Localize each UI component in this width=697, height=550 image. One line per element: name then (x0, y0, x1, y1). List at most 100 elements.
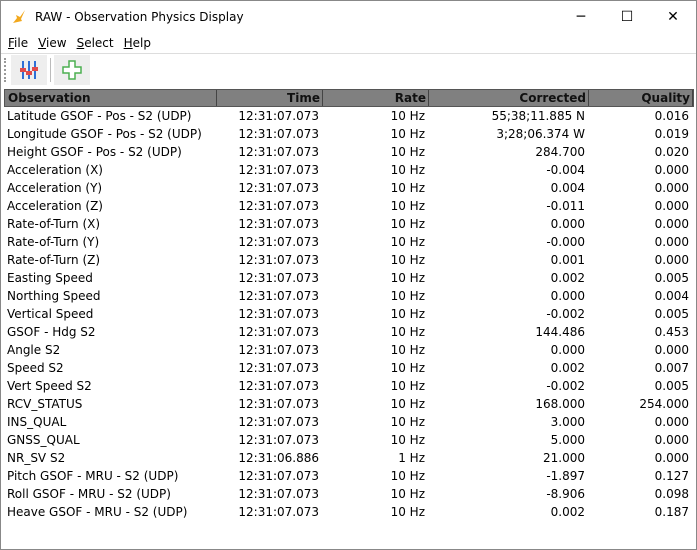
cell-corrected: 0.004 (550, 181, 585, 195)
menu-file[interactable]: File (8, 36, 29, 50)
cell-observation: Easting Speed (7, 271, 93, 285)
cell-rate: 10 Hz (390, 271, 425, 285)
cell-corrected: 0.000 (550, 217, 585, 231)
cell-quality: 0.000 (654, 181, 689, 195)
table-row[interactable]: Acceleration (X) 12:31:07.073 10 Hz -0.004 0… (4, 161, 694, 179)
table-row[interactable]: Rate-of-Turn (Z) 12:31:07.073 10 Hz 0.001 0.… (4, 251, 694, 269)
cell-time: 12:31:07.073 (238, 397, 319, 411)
cell-corrected: 21.000 (543, 451, 585, 465)
table-row[interactable]: Acceleration (Y) 12:31:07.073 10 Hz 0.004 0.… (4, 179, 694, 197)
settings-button[interactable] (11, 55, 47, 85)
cell-corrected: 5.000 (550, 433, 585, 447)
title-bar: RAW - Observation Physics Display ─ ☐ ✕ (1, 1, 696, 33)
table-header: Observation Time Rate Corrected Quality (4, 89, 694, 107)
cell-corrected: -0.000 (546, 235, 585, 249)
table-row[interactable]: Northing Speed 12:31:07.073 10 Hz 0.000 0.00… (4, 287, 694, 305)
cell-corrected: -0.002 (546, 307, 585, 321)
cell-rate: 10 Hz (390, 289, 425, 303)
cell-time: 12:31:07.073 (238, 343, 319, 357)
toolbar (1, 53, 696, 86)
cell-observation: Rate-of-Turn (X) (7, 217, 101, 231)
cell-corrected: -0.002 (546, 379, 585, 393)
cell-rate: 10 Hz (390, 487, 425, 501)
cell-time: 12:31:07.073 (238, 145, 319, 159)
cell-time: 12:31:07.073 (238, 199, 319, 213)
cell-time: 12:31:07.073 (238, 415, 319, 429)
cell-corrected: 168.000 (535, 397, 585, 411)
menu-view[interactable]: View (38, 36, 67, 50)
cell-rate: 10 Hz (390, 217, 425, 231)
app-icon (13, 10, 25, 23)
table-row[interactable]: Vertical Speed 12:31:07.073 10 Hz -0.002 0.0… (4, 305, 694, 323)
cell-quality: 0.007 (654, 361, 689, 375)
column-header-quality[interactable]: Quality (589, 90, 693, 106)
cell-quality: 0.005 (654, 379, 689, 393)
column-header-rate[interactable]: Rate (323, 90, 429, 106)
cell-rate: 10 Hz (390, 163, 425, 177)
cell-rate: 10 Hz (390, 235, 425, 249)
cell-observation: Speed S2 (7, 361, 64, 375)
cell-rate: 10 Hz (390, 253, 425, 267)
cell-time: 12:31:07.073 (238, 361, 319, 375)
menu-help[interactable]: Help (123, 36, 151, 50)
cell-rate: 10 Hz (390, 109, 425, 123)
table-row[interactable]: GSOF - Hdg S2 12:31:07.073 10 Hz 144.486 0.4… (4, 323, 694, 341)
cell-rate: 10 Hz (390, 325, 425, 339)
menu-select[interactable]: Select (76, 36, 114, 50)
table-row[interactable]: Rate-of-Turn (X) 12:31:07.073 10 Hz 0.000 0.… (4, 215, 694, 233)
cell-time: 12:31:07.073 (238, 271, 319, 285)
column-header-corrected[interactable]: Corrected (429, 90, 589, 106)
cell-observation: Latitude GSOF - Pos - S2 (UDP) (7, 109, 192, 123)
table-row[interactable]: RCV_STATUS 12:31:07.073 10 Hz 168.000 254.00… (4, 395, 694, 413)
maximize-button[interactable]: ☐ (620, 9, 634, 25)
table-row[interactable]: NR_SV S2 12:31:06.886 1 Hz 21.000 0.000 (4, 449, 694, 467)
table-row[interactable]: Vert Speed S2 12:31:07.073 10 Hz -0.002 0.00… (4, 377, 694, 395)
cell-rate: 10 Hz (390, 343, 425, 357)
cell-time: 12:31:07.073 (238, 181, 319, 195)
add-button[interactable] (54, 55, 90, 85)
cell-quality: 0.000 (654, 415, 689, 429)
cell-time: 12:31:07.073 (238, 127, 319, 141)
cell-quality: 0.187 (654, 505, 689, 519)
table-row[interactable]: Pitch GSOF - MRU - S2 (UDP) 12:31:07.073 1… (4, 467, 694, 485)
cell-quality: 0.000 (654, 217, 689, 231)
table-row[interactable]: Easting Speed 12:31:07.073 10 Hz 0.002 0.005 (4, 269, 694, 287)
table-row[interactable]: Rate-of-Turn (Y) 12:31:07.073 10 Hz -0.000 0… (4, 233, 694, 251)
cell-observation: INS_QUAL (7, 415, 67, 429)
table-row[interactable]: Latitude GSOF - Pos - S2 (UDP) 12:31:07.0… (4, 107, 694, 125)
menu-bar: File View Select Help (1, 33, 696, 53)
table-row[interactable]: Roll GSOF - MRU - S2 (UDP) 12:31:07.073 10… (4, 485, 694, 503)
cell-quality: 0.019 (654, 127, 689, 141)
table-row[interactable]: INS_QUAL 12:31:07.073 10 Hz 3.000 0.000 (4, 413, 694, 431)
cell-rate: 10 Hz (390, 505, 425, 519)
cell-observation: Rate-of-Turn (Y) (7, 235, 100, 249)
column-header-time[interactable]: Time (217, 90, 323, 106)
cell-time: 12:31:07.073 (238, 217, 319, 231)
cell-observation: NR_SV S2 (7, 451, 66, 465)
cell-corrected: 3.000 (550, 415, 585, 429)
table-row[interactable]: Longitude GSOF - Pos - S2 (UDP) 12:31:07.… (4, 125, 694, 143)
table-row[interactable]: Height GSOF - Pos - S2 (UDP) 12:31:07.073… (4, 143, 694, 161)
table-row[interactable]: GNSS_QUAL 12:31:07.073 10 Hz 5.000 0.000 (4, 431, 694, 449)
cell-corrected: 55;38;11.885 N (491, 109, 585, 123)
table-row[interactable]: Acceleration (Z) 12:31:07.073 10 Hz -0.011 0… (4, 197, 694, 215)
cell-time: 12:31:07.073 (238, 289, 319, 303)
cell-corrected: 0.000 (550, 343, 585, 357)
cell-rate: 10 Hz (390, 397, 425, 411)
close-button[interactable]: ✕ (667, 9, 679, 25)
table-row[interactable]: Speed S2 12:31:07.073 10 Hz 0.002 0.007 (4, 359, 694, 377)
table-row[interactable]: Angle S2 12:31:07.073 10 Hz 0.000 0.000 (4, 341, 694, 359)
cell-observation: Acceleration (Y) (7, 181, 103, 195)
cell-quality: 0.005 (654, 307, 689, 321)
cell-observation: RCV_STATUS (7, 397, 83, 411)
table-row[interactable]: Heave GSOF - MRU - S2 (UDP) 12:31:07.073 1… (4, 503, 694, 521)
add-icon (62, 60, 82, 80)
cell-rate: 10 Hz (390, 199, 425, 213)
column-header-observation[interactable]: Observation (5, 90, 217, 106)
cell-corrected: 144.486 (535, 325, 585, 339)
window-title: RAW - Observation Physics Display (35, 10, 244, 24)
cell-corrected: 0.002 (550, 505, 585, 519)
cell-rate: 10 Hz (390, 469, 425, 483)
minimize-button[interactable]: ─ (576, 9, 586, 25)
toolbar-grip[interactable] (4, 58, 7, 82)
